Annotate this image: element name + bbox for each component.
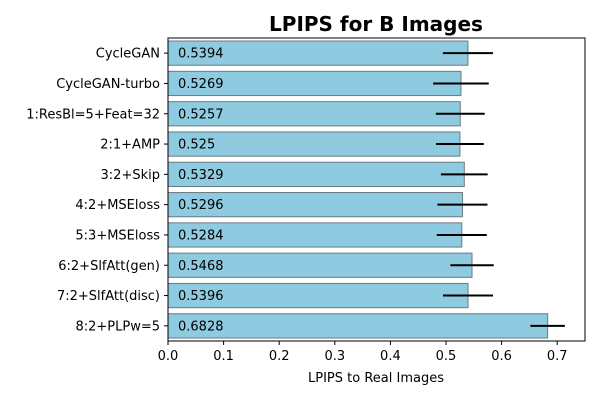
data-label: 0.5329	[178, 168, 224, 183]
y-tick-label: 7:2+SlfAtt(disc)	[57, 289, 160, 304]
error-bars-layer	[433, 52, 565, 327]
x-tick-label: 0.6	[491, 349, 512, 364]
x-tick-label: 0.0	[158, 349, 179, 364]
data-label: 0.6828	[178, 319, 224, 334]
y-tick-label: CycleGAN	[96, 47, 160, 62]
bar	[167, 101, 461, 127]
data-label: 0.5269	[178, 77, 224, 92]
bars-layer	[167, 40, 549, 339]
bar	[167, 70, 462, 97]
bar	[167, 40, 469, 66]
data-label: 0.5257	[178, 107, 224, 122]
bar	[167, 313, 549, 339]
y-tick-label: 1:ResBl=5+Feat=32	[26, 107, 160, 122]
data-label: 0.5394	[178, 47, 224, 62]
data-label: 0.5468	[178, 259, 224, 274]
data-label: 0.5396	[178, 289, 224, 304]
y-tick-label: 8:2+PLPw=5	[75, 319, 160, 334]
y-tick-label: 5:3+MSEloss	[75, 228, 160, 243]
x-tick-label: 0.7	[547, 349, 568, 364]
y-axis: CycleGAN CycleGAN-turbo 1:ResBl=5+Feat=32 2…	[26, 47, 168, 334]
x-tick-label: 0.2	[269, 349, 290, 364]
data-labels-layer: 0.5394 0.5269 0.5257 0.525 0.5329 0.5296 0.528…	[178, 47, 224, 335]
y-tick-label: 2:1+AMP	[100, 138, 160, 153]
chart-title: LPIPS for B Images	[269, 12, 483, 36]
data-label: 0.5284	[178, 228, 224, 243]
y-tick-label: 6:2+SlfAtt(gen)	[58, 259, 160, 274]
x-tick-label: 0.1	[213, 349, 234, 364]
bar	[167, 161, 465, 187]
x-tick-label: 0.3	[324, 349, 345, 364]
y-tick-label: 3:2+Skip	[101, 168, 160, 183]
x-tick-label: 0.5	[436, 349, 457, 364]
x-axis: 0.0 0.1 0.2 0.3 0.4 0.5 0.6 0.7	[158, 341, 568, 364]
data-label: 0.525	[178, 138, 215, 153]
x-tick-label: 0.4	[380, 349, 401, 364]
plot-frame	[167, 37, 586, 342]
data-label: 0.5296	[178, 198, 224, 213]
y-tick-label: 4:2+MSEloss	[75, 198, 160, 213]
x-axis-label: LPIPS to Real Images	[308, 371, 444, 386]
y-tick-label: CycleGAN-turbo	[56, 77, 160, 92]
bar	[167, 222, 463, 248]
